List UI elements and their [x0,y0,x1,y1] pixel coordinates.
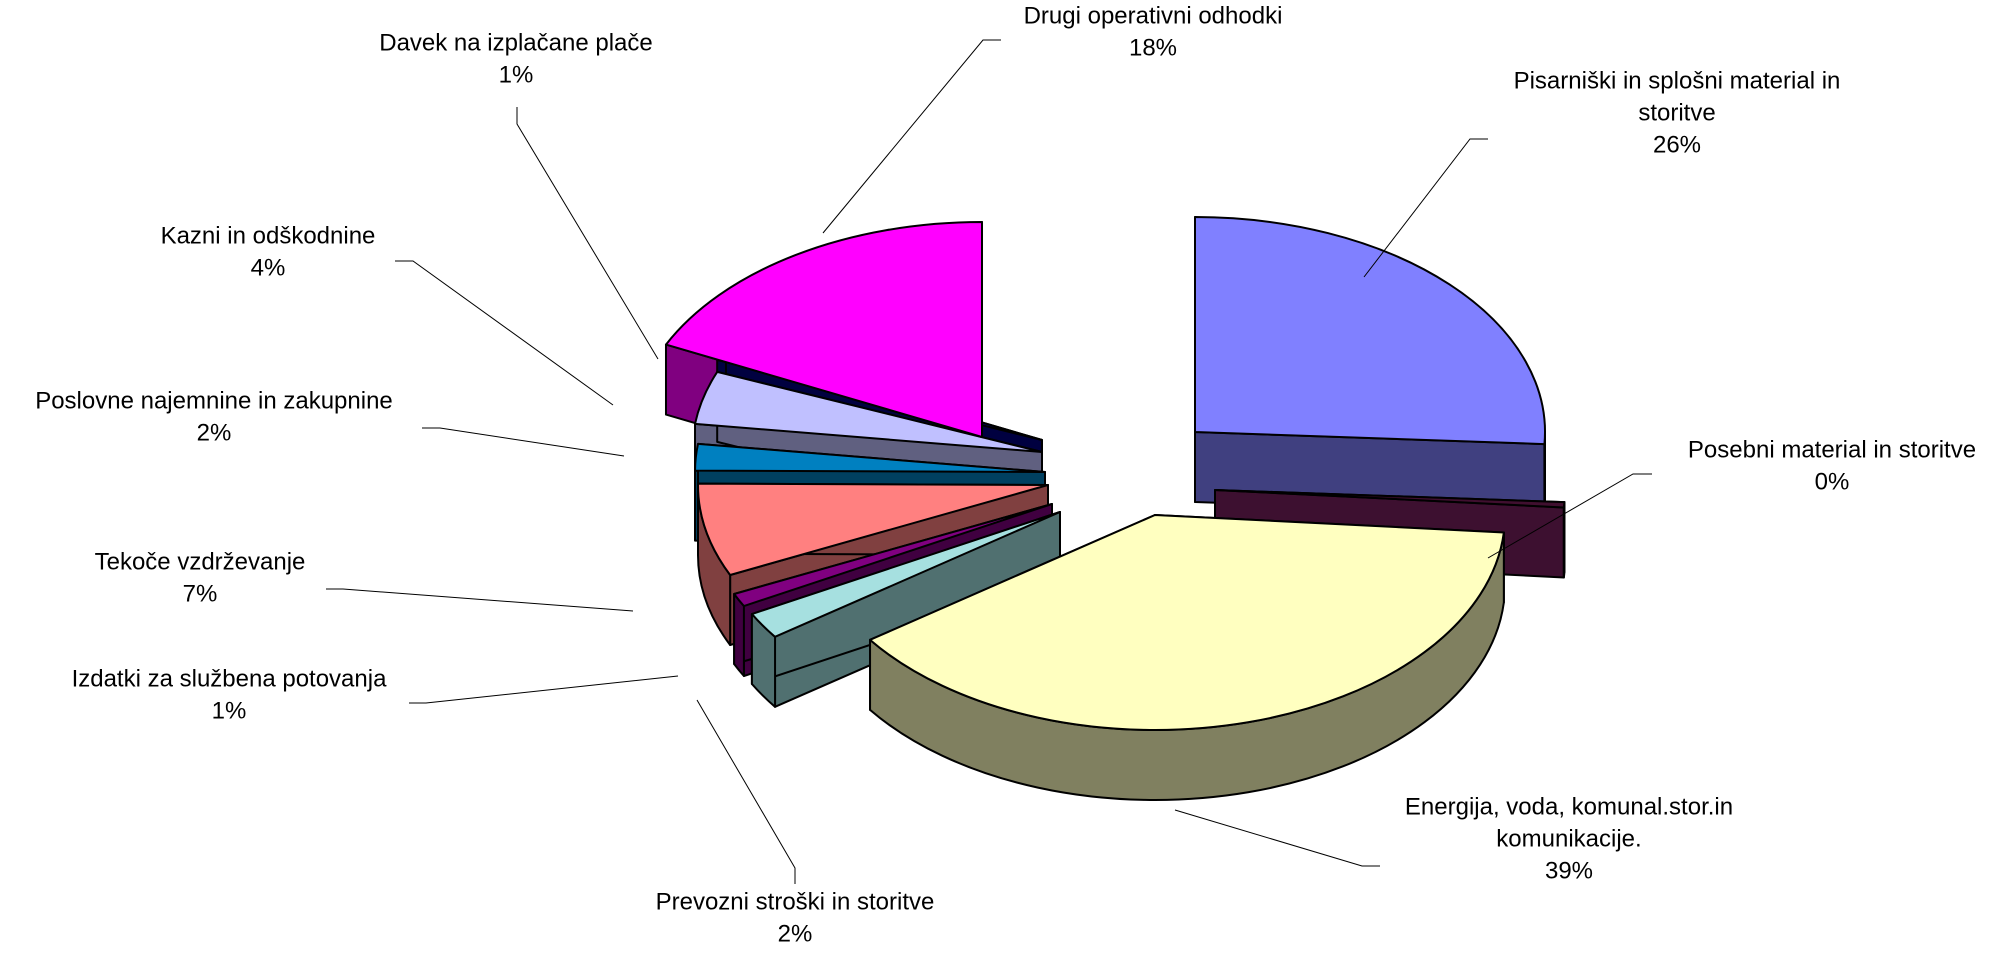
leader-line [409,675,679,704]
slice-name-label: Izdatki za službena potovanja [72,665,388,692]
leader-line [1363,138,1488,278]
slice-name-label: Posebni material in storitve [1688,436,1976,463]
pie-slice [694,370,1043,453]
pie-slice [697,482,1049,576]
slice-percent-label: 2% [778,920,813,947]
leader-line [822,39,1001,234]
leader-line [1487,473,1652,559]
pie-slice [1214,489,1566,509]
slice-name-label: Pisarniški in splošni material in [1514,67,1841,94]
slice-percent-label: 18% [1129,34,1177,61]
slice-tops [664,216,1566,731]
pie-slice [750,511,1061,638]
leader-line [326,588,634,612]
slice-percent-label: 1% [212,697,247,724]
slice-percent-label: 1% [499,61,534,88]
slice-rim [733,592,745,678]
leader-line [422,427,625,457]
slice-name-label: Drugi operativni odhodki [1024,2,1283,29]
pie-slice [664,221,983,438]
slice-labels: Pisarniški in splošni material in storitv… [35,2,1976,947]
pie-slice [869,514,1505,731]
slice-percent-label: 39% [1545,857,1593,884]
slice-name-label: storitve [1638,99,1715,126]
slice-name-label: Kazni in odškodnine [161,222,376,249]
slice-name-label: Energija, voda, komunal.stor.in [1405,793,1733,820]
slice-percent-label: 4% [251,254,286,281]
slice-name-label: komunikacije. [1496,825,1641,852]
pie-slice [733,503,1053,608]
slice-percent-label: 7% [183,580,218,607]
slice-percent-label: 2% [197,419,232,446]
slice-percent-label: 26% [1653,131,1701,158]
leader-line [1174,809,1380,867]
slice-name-label: Davek na izplačane plače [379,29,653,56]
pie-slice [694,442,1046,473]
leader-line [516,107,659,360]
leader-line [696,699,796,884]
slice-percent-label: 0% [1815,468,1850,495]
pie-slice [1194,216,1546,446]
slice-name-label: Prevozni stroški in storitve [656,888,935,915]
leader-line [395,260,614,406]
slice-name-label: Poslovne najemnine in zakupnine [35,387,393,414]
slice-name-label: Tekoče vzdrževanje [95,548,306,575]
